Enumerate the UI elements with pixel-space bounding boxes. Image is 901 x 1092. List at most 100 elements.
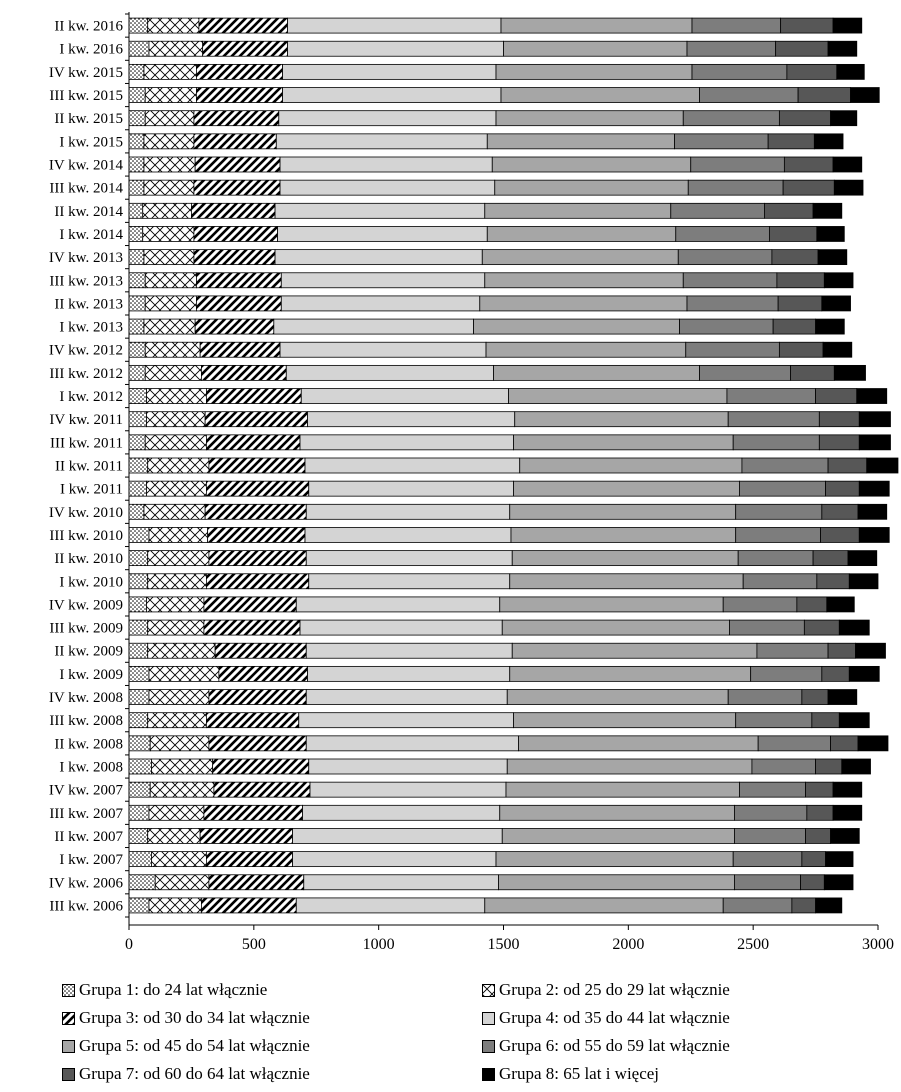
bar-segment-group-6 (732, 851, 803, 868)
bar-segment-group-2 (143, 318, 196, 335)
bar-segment-group-1 (128, 897, 150, 914)
bar-segment-group-1 (128, 712, 149, 729)
bar-segment-group-8 (858, 480, 890, 497)
bar-segment-group-2 (144, 110, 195, 127)
bar-segment-group-7 (764, 202, 814, 219)
category-label: I kw. 2014 (59, 227, 123, 243)
bar-segment-group-2 (146, 480, 207, 497)
legend-swatch (482, 1067, 495, 1081)
bar-segment-group-6 (742, 573, 818, 590)
bar-segment-group-2 (142, 226, 195, 242)
bar-segment-group-5 (484, 897, 724, 914)
legend-label: Grupa 2: od 25 do 29 lat włącznie (499, 980, 730, 999)
x-tick-label: 2500 (737, 936, 769, 953)
bar-segment-group-4 (282, 87, 502, 103)
bar-segment-group-8 (817, 249, 848, 266)
bar-segment-group-8 (832, 781, 863, 798)
bar-segment-group-4 (279, 156, 493, 173)
bar-segment-group-4 (305, 735, 519, 752)
bar-segment-group-5 (511, 550, 739, 567)
bar-segment-group-2 (146, 411, 206, 428)
bar-segment-group-6 (722, 897, 793, 914)
bar-segment-group-2 (144, 434, 207, 451)
bar-segment-group-8 (857, 503, 888, 520)
bar-segment-group-6 (739, 781, 806, 798)
x-tick-label: 1000 (363, 936, 395, 953)
category-label: I kw. 2008 (59, 760, 123, 776)
legend-swatch (62, 1067, 75, 1081)
legend-swatch (482, 1039, 495, 1053)
stacked-bar-chart: II kw. 2016 I kw. 2016 IV kw. 2015 III kw. … (49, 12, 899, 953)
bar-segment-group-6 (729, 619, 805, 636)
bar-segment-group-7 (783, 156, 834, 173)
category-label: IV kw. 2014 (49, 158, 124, 174)
bar-segment-group-4 (299, 619, 503, 636)
bar-segment-group-8 (827, 689, 858, 705)
bar-segment-group-1 (128, 828, 149, 844)
bar-segment-group-8 (858, 434, 891, 451)
bar-segment-group-8 (822, 341, 853, 358)
bar-segment-group-3 (208, 457, 306, 474)
bar-segment-group-7 (816, 573, 850, 590)
bar-segment-group-3 (193, 133, 277, 150)
bar-segment-group-4 (282, 63, 497, 80)
bar-segment-group-3 (194, 318, 275, 335)
bar-segment-group-2 (148, 665, 220, 682)
bar-segment-group-1 (128, 480, 147, 497)
bar-segment-group-2 (143, 249, 195, 266)
category-label: III kw. 2009 (49, 621, 123, 637)
bar-segment-group-3 (204, 503, 307, 520)
bar-segment-group-4 (275, 133, 488, 150)
legend-item-group-2: Grupa 2: od 25 do 29 lat włącznie (482, 980, 862, 1000)
bar-segment-group-4 (308, 758, 508, 775)
bar-segment-group-4 (280, 272, 486, 289)
bar-segment-group-3 (193, 110, 280, 127)
bar-segment-group-5 (518, 735, 759, 752)
bar-segment-group-6 (682, 272, 778, 289)
legend: Grupa 1: do 24 lat włącznie Grupa 2: od 2… (62, 980, 862, 1084)
bar-segment-group-1 (128, 642, 149, 659)
bar-segment-group-5 (509, 573, 744, 590)
bar-segment-group-3 (218, 665, 308, 682)
bar-segment-group-2 (148, 689, 210, 705)
bar-segment-group-5 (494, 179, 689, 196)
bar-segment-group-5 (501, 619, 730, 636)
bar-segment-group-7 (818, 411, 860, 428)
bar-segment-group-4 (273, 318, 474, 335)
bar-segment-group-7 (775, 40, 829, 57)
bar-segment-group-7 (771, 249, 819, 266)
bar-segment-group-4 (300, 388, 509, 404)
bar-segment-group-1 (128, 179, 145, 196)
bar-segment-group-2 (143, 179, 195, 196)
bar-segment-group-1 (128, 735, 151, 752)
bar-segment-group-5 (514, 411, 729, 428)
bar-segment-group-3 (193, 179, 281, 196)
bar-segment-group-7 (778, 110, 831, 127)
bar-segment-group-7 (820, 527, 860, 543)
bar-segment-group-1 (128, 851, 152, 868)
bar-segment-group-6 (699, 364, 792, 381)
bar-segment-group-5 (495, 110, 684, 127)
bar-segment-group-7 (806, 804, 834, 821)
bar-segment-group-8 (813, 133, 844, 150)
bar-segment-group-3 (208, 689, 307, 705)
bar-segment-group-2 (151, 758, 214, 775)
bar-segment-group-4 (307, 665, 511, 682)
category-label: IV kw. 2011 (49, 412, 123, 428)
legend-label: Grupa 1: do 24 lat włącznie (79, 980, 268, 999)
category-label: III kw. 2012 (49, 366, 123, 382)
bar-segment-group-8 (841, 758, 871, 775)
bar-segment-group-5 (486, 226, 677, 242)
bar-segment-group-5 (500, 87, 700, 103)
legend-item-group-7: Grupa 7: od 60 do 64 lat włącznie (62, 1064, 482, 1084)
bar-segment-group-3 (205, 480, 310, 497)
bar-segment-group-6 (732, 434, 820, 451)
category-label: III kw. 2007 (49, 806, 123, 822)
bar-segment-group-7 (777, 295, 823, 312)
bar-segment-group-2 (148, 804, 205, 821)
bar-segment-group-2 (147, 573, 207, 590)
bar-segment-group-8 (833, 179, 864, 196)
bar-segment-group-2 (144, 295, 197, 312)
bar-segment-group-1 (128, 295, 146, 312)
legend-label: Grupa 4: od 35 do 44 lat włącznie (499, 1008, 730, 1027)
